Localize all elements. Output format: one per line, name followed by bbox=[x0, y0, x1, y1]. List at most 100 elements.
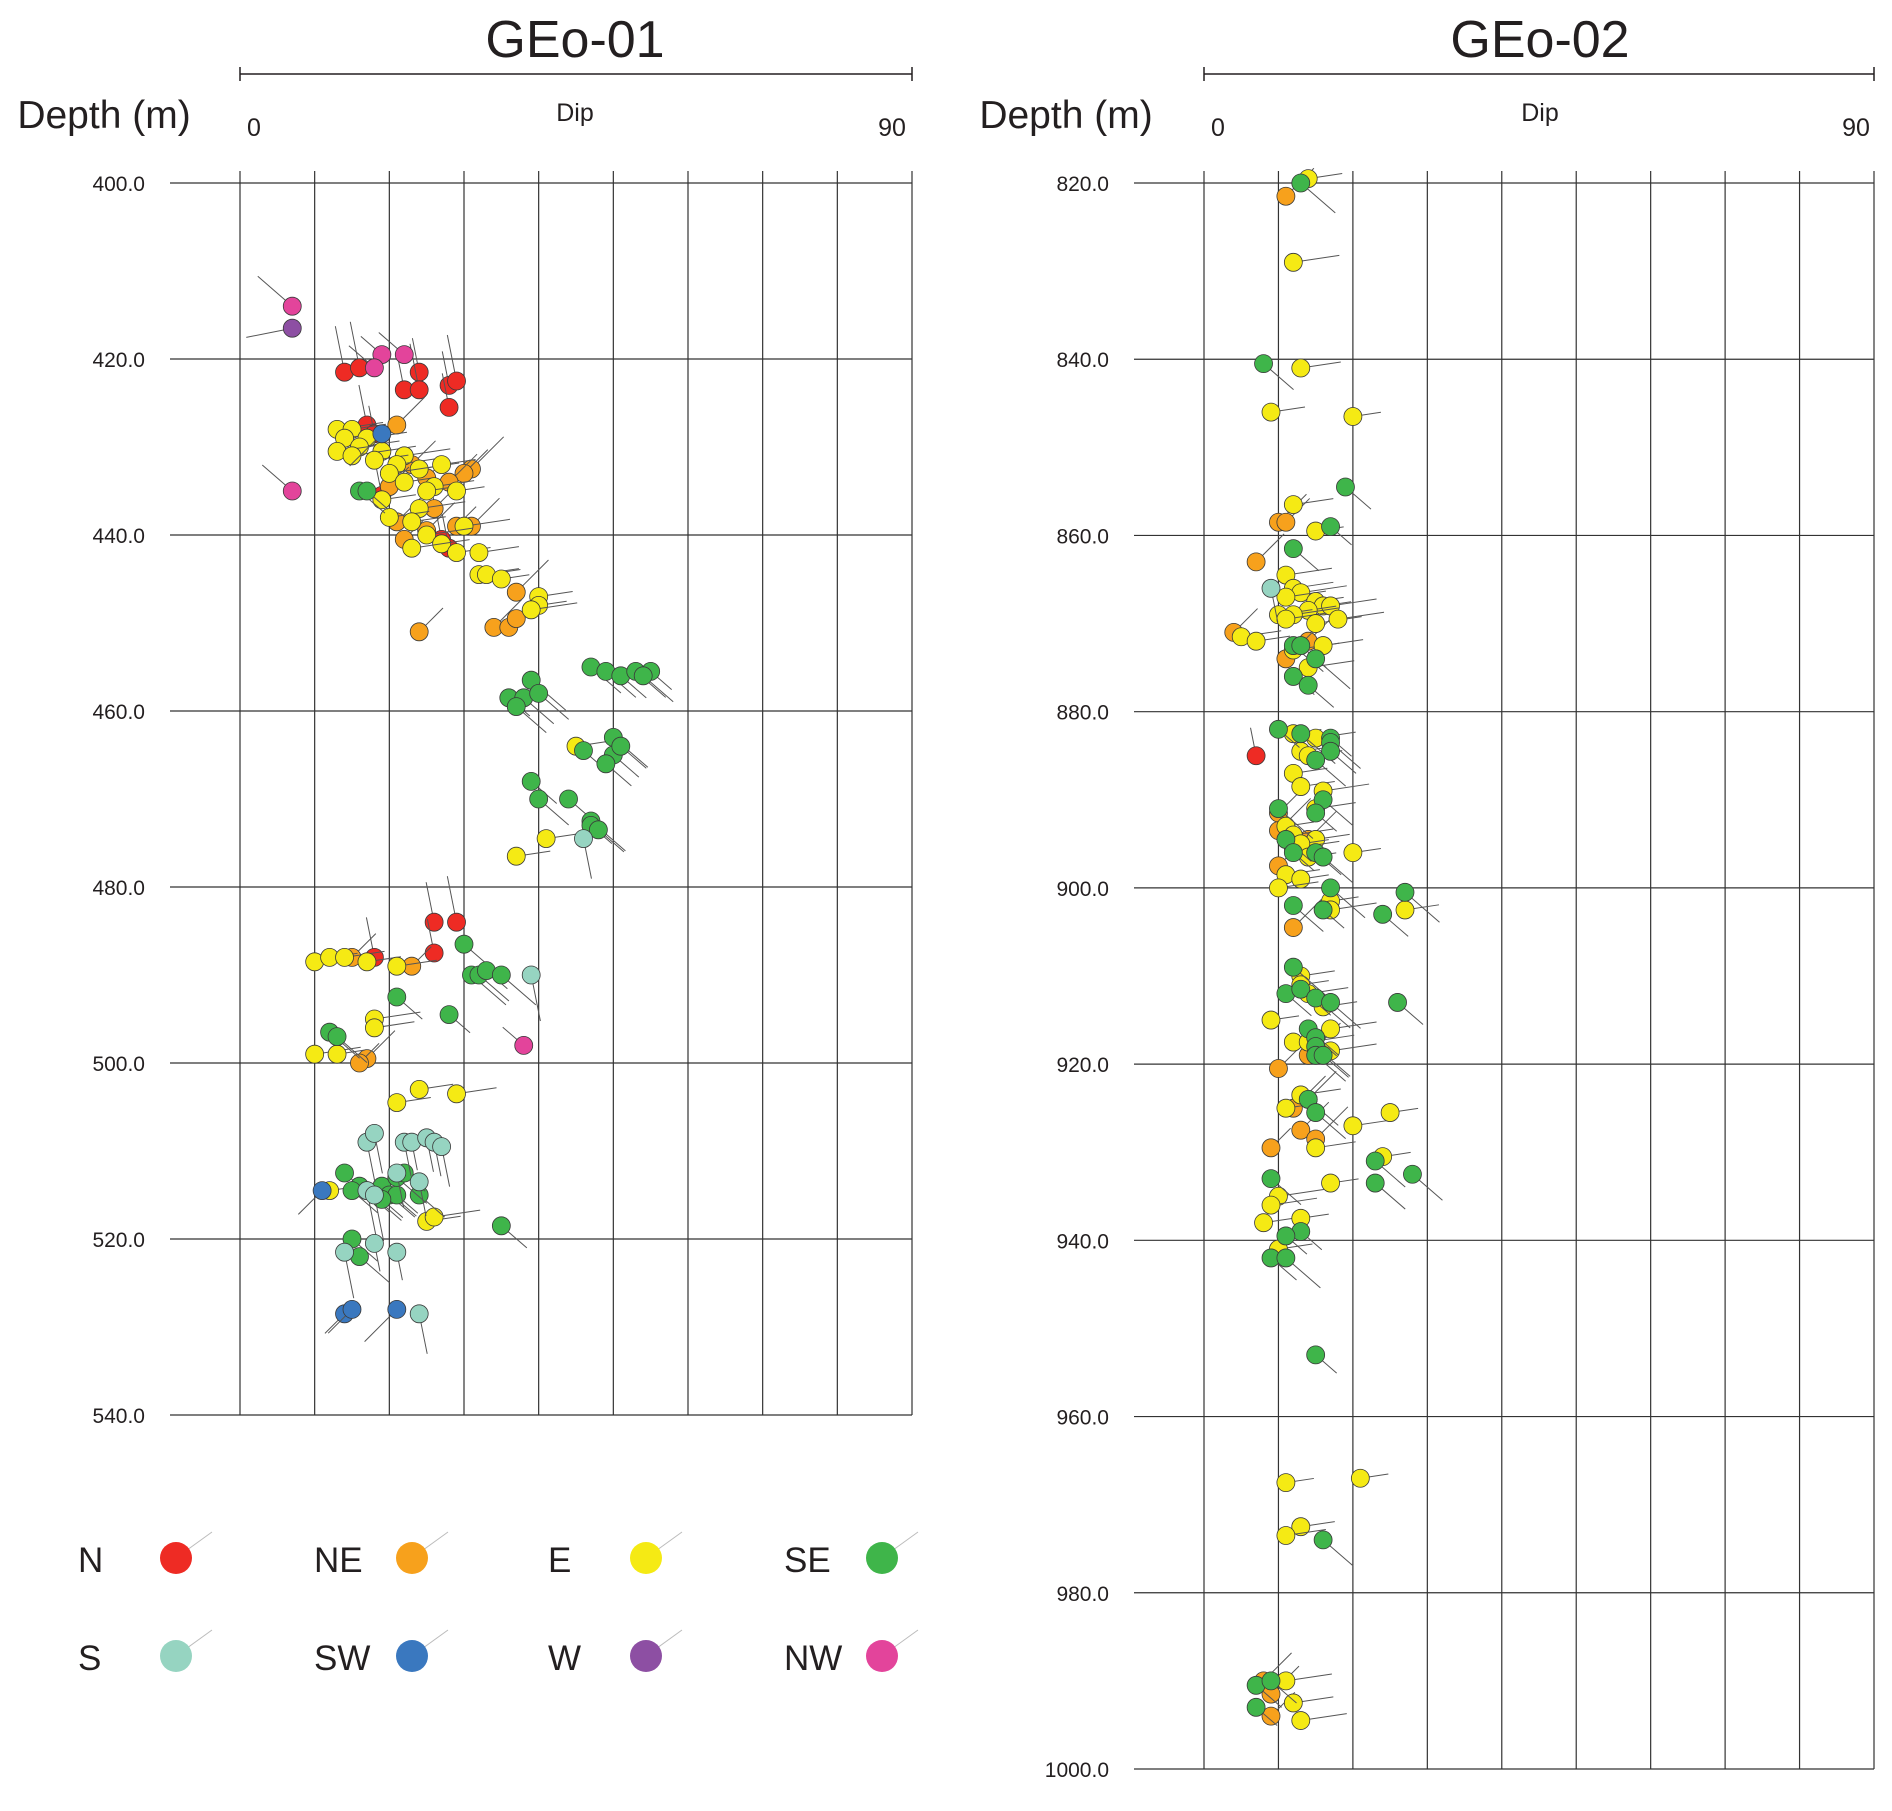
data-point-se bbox=[1313, 1530, 1333, 1550]
dip-min-label-geo-02: 0 bbox=[1211, 114, 1225, 142]
data-point-ne bbox=[350, 1053, 369, 1073]
data-point-e bbox=[394, 472, 414, 492]
data-point-ne bbox=[1291, 1120, 1311, 1140]
y-tick-label: 900.0 bbox=[1056, 878, 1109, 901]
data-point-se bbox=[1291, 979, 1311, 999]
y-tick-label: 920.0 bbox=[1056, 1054, 1109, 1077]
data-point-se bbox=[1291, 724, 1311, 744]
data-point-n bbox=[447, 371, 466, 391]
data-point-se bbox=[521, 772, 541, 791]
data-point-e bbox=[372, 490, 392, 510]
data-point-e bbox=[342, 446, 362, 466]
data-point-sw bbox=[342, 1300, 362, 1319]
y-tick-label: 520.0 bbox=[92, 1229, 145, 1252]
data-point-n bbox=[424, 943, 444, 963]
data-point-ne bbox=[409, 622, 429, 642]
y-tick-label: 860.0 bbox=[1056, 525, 1109, 548]
data-point-nw bbox=[364, 358, 384, 378]
legend-marker-se bbox=[866, 1542, 898, 1574]
data-point-e bbox=[364, 450, 384, 470]
y-tick-label: 440.0 bbox=[92, 525, 145, 548]
data-point-se bbox=[1276, 1226, 1296, 1246]
data-point-n bbox=[409, 362, 429, 382]
y-tick-label: 940.0 bbox=[1056, 1230, 1109, 1253]
data-point-ne bbox=[1283, 918, 1303, 937]
data-point-e bbox=[1261, 1010, 1281, 1030]
dip-max-label-geo-01: 90 bbox=[878, 114, 906, 142]
data-point-se bbox=[633, 666, 653, 686]
data-point-e bbox=[417, 481, 437, 501]
dip-max-label-geo-02: 90 bbox=[1842, 114, 1870, 142]
data-point-e bbox=[327, 1044, 347, 1064]
data-point-se bbox=[491, 1216, 511, 1236]
data-point-e bbox=[417, 525, 437, 545]
y-tick-label: 540.0 bbox=[92, 1405, 145, 1428]
data-point-se bbox=[1246, 1697, 1266, 1717]
depth-axis-label-geo-02: Depth (m) bbox=[979, 94, 1152, 137]
data-point-s bbox=[335, 1242, 354, 1262]
data-point-e bbox=[447, 481, 466, 501]
data-point-se bbox=[1306, 750, 1326, 770]
data-point-se bbox=[491, 965, 511, 985]
legend-marker-ne bbox=[396, 1542, 428, 1574]
legend-label-w: W bbox=[548, 1639, 581, 1678]
data-point-se bbox=[1306, 649, 1326, 669]
legend-label-sw: SW bbox=[314, 1639, 370, 1678]
data-point-e bbox=[1343, 843, 1363, 863]
data-point-s bbox=[387, 1163, 407, 1183]
legend-marker-e bbox=[630, 1542, 662, 1574]
data-point-e bbox=[335, 948, 354, 967]
data-point-se bbox=[589, 820, 608, 840]
data-point-e bbox=[491, 569, 511, 589]
data-point-se bbox=[1321, 993, 1340, 1012]
legend: N NE E SE S SW W NW bbox=[78, 1531, 919, 1678]
data-point-se bbox=[1283, 896, 1303, 915]
data-point-nw bbox=[394, 345, 414, 365]
data-point-sw bbox=[372, 424, 392, 444]
data-point-e bbox=[1261, 1195, 1281, 1215]
data-point-se bbox=[1321, 878, 1340, 898]
data-point-e bbox=[447, 1084, 466, 1104]
legend-marker-n bbox=[160, 1542, 192, 1574]
data-point-se bbox=[1283, 957, 1303, 977]
data-point-w bbox=[282, 318, 302, 338]
data-point-e bbox=[387, 956, 407, 976]
data-point-e bbox=[1328, 609, 1348, 629]
data-point-e bbox=[305, 1044, 325, 1064]
chart-panel-geo-02: GEo-02 Depth (m) Dip 0 90 820.0 840.0 860.… bbox=[979, 11, 1875, 1782]
data-point-nw bbox=[282, 481, 302, 501]
data-point-e bbox=[1291, 1711, 1311, 1730]
data-point-se bbox=[559, 789, 578, 809]
data-point-se bbox=[1298, 675, 1318, 695]
data-point-sw bbox=[387, 1300, 407, 1319]
data-point-se bbox=[1254, 354, 1273, 374]
data-point-e bbox=[402, 538, 422, 558]
data-point-n bbox=[409, 380, 429, 400]
y-tick-label: 820.0 bbox=[1056, 173, 1109, 196]
data-point-ne bbox=[1269, 1059, 1288, 1078]
data-point-nw bbox=[282, 296, 302, 316]
y-tick-label: 500.0 bbox=[92, 1053, 145, 1076]
data-point-e bbox=[1276, 1526, 1296, 1545]
data-point-se bbox=[439, 1005, 459, 1024]
data-point-se bbox=[1306, 1103, 1326, 1122]
data-point-e bbox=[469, 543, 489, 562]
data-point-se bbox=[1365, 1151, 1385, 1171]
dip-axis-label-geo-02: Dip bbox=[1521, 99, 1559, 127]
legend-marker-nw bbox=[866, 1640, 898, 1672]
data-point-e bbox=[409, 1080, 429, 1099]
data-point-se bbox=[1403, 1164, 1422, 1184]
dip-axis-label-geo-01: Dip bbox=[556, 99, 594, 127]
data-point-e bbox=[432, 455, 452, 475]
data-point-e bbox=[1283, 495, 1303, 515]
data-point-ne bbox=[1246, 552, 1266, 572]
data-point-e bbox=[379, 463, 399, 483]
legend-label-s: S bbox=[78, 1639, 101, 1678]
data-point-n bbox=[424, 912, 444, 932]
data-point-s bbox=[409, 1172, 429, 1192]
data-point-se bbox=[1269, 799, 1288, 818]
data-point-s bbox=[364, 1234, 384, 1253]
data-point-s bbox=[364, 1185, 384, 1205]
data-point-e bbox=[402, 512, 422, 532]
data-point-e bbox=[1276, 587, 1296, 607]
